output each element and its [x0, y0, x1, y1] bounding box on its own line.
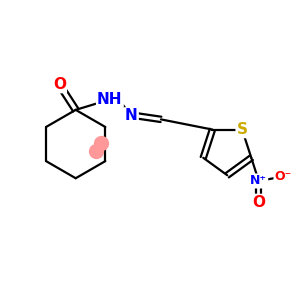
Text: NH: NH	[97, 92, 123, 107]
Text: S: S	[237, 122, 248, 137]
Text: O: O	[252, 195, 265, 210]
Text: N⁺: N⁺	[250, 175, 267, 188]
Text: O⁻: O⁻	[274, 170, 292, 183]
Text: O: O	[53, 77, 66, 92]
Text: N: N	[125, 108, 138, 123]
